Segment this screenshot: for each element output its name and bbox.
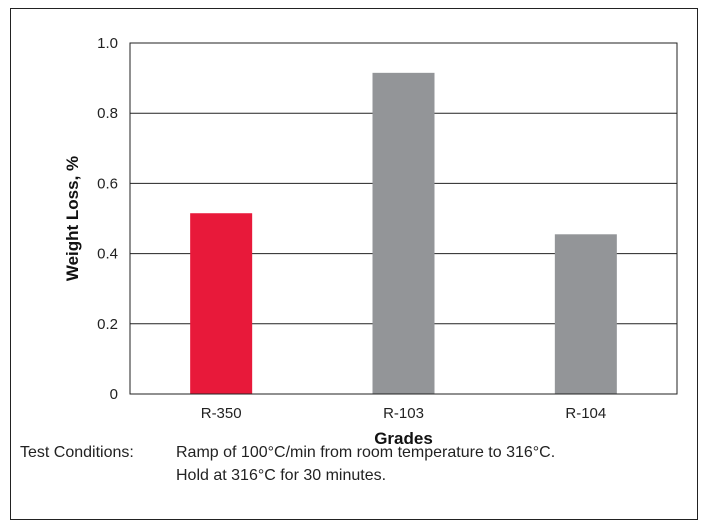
y-tick-label: 0 xyxy=(110,386,118,403)
x-tick-label: R-103 xyxy=(383,405,424,422)
x-tick-label: R-350 xyxy=(201,405,242,422)
test-conditions-line-2: Hold at 316°C for 30 minutes. xyxy=(176,467,387,484)
x-tick-label: R-104 xyxy=(565,405,606,422)
test-conditions-line-1: Ramp of 100°C/min from room temperature … xyxy=(176,444,556,461)
plot-area-border xyxy=(129,42,678,395)
x-tick-labels: R-350 R-103 R-104 xyxy=(201,405,607,422)
y-tick-label: 0.4 xyxy=(97,246,118,263)
y-tick-labels: 0 0.2 0.4 0.6 0.8 1.0 xyxy=(97,35,118,403)
y-tick-label: 0.2 xyxy=(97,316,118,333)
y-tick-label: 1.0 xyxy=(97,35,118,52)
test-conditions-label: Test Conditions: xyxy=(20,444,134,461)
bars xyxy=(190,72,617,395)
y-axis-title: Weight Loss, % xyxy=(63,156,82,281)
bar-r-104 xyxy=(554,234,617,394)
x-axis-title: Grades xyxy=(374,429,433,448)
bar-r-350 xyxy=(190,213,253,394)
bar-r-103 xyxy=(372,72,435,395)
y-tick-label: 0.6 xyxy=(97,175,118,192)
y-tick-label: 0.8 xyxy=(97,105,118,122)
